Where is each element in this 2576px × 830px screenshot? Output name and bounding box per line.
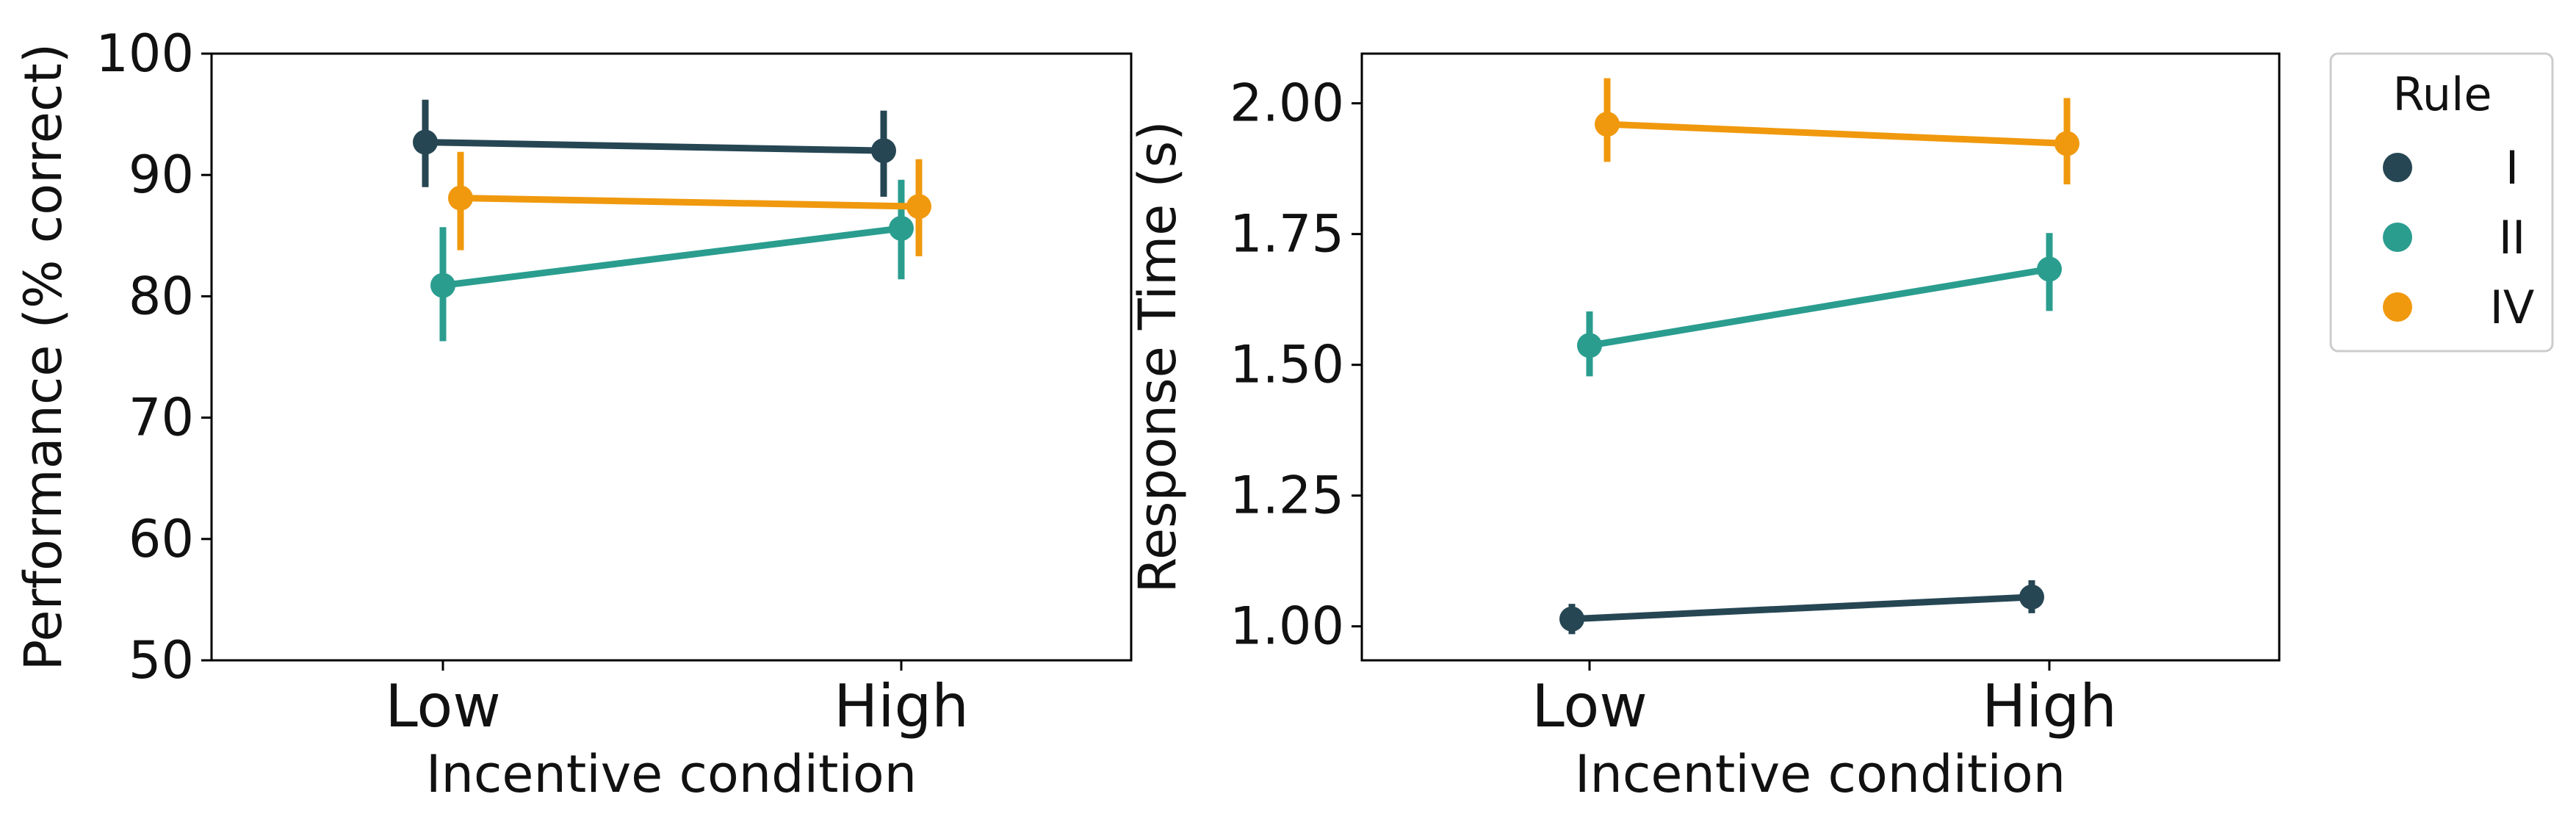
y-tick-label: 90 (129, 145, 194, 205)
x-tick-label: Low (1531, 672, 1648, 740)
data-point (2054, 131, 2079, 156)
plot-frame (210, 52, 1133, 662)
y-tick-label: 1.00 (1230, 596, 1344, 657)
y-tick-label: 80 (129, 266, 194, 326)
data-point (448, 185, 473, 211)
series-line (442, 225, 902, 289)
x-tick-label: Low (385, 672, 501, 740)
series-II (1577, 233, 2062, 377)
y-tick-label: 1.25 (1230, 466, 1344, 526)
y-axis-ticks: 1.00 1.25 1.50 1.75 2.00 (1230, 73, 1362, 657)
y-tick-label: 100 (95, 24, 194, 84)
data-point (1595, 112, 1620, 137)
x-axis-ticks: Low High (385, 660, 969, 740)
x-tick-label: High (1982, 672, 2117, 740)
legend-label: I (2505, 141, 2519, 195)
data-point (2037, 256, 2062, 282)
series-layer (413, 99, 931, 342)
data-point (889, 215, 914, 241)
y-tick-label: 60 (129, 509, 194, 569)
series-I (1559, 580, 2044, 635)
series-line (425, 139, 884, 154)
series-II (430, 179, 914, 342)
series-IV (1595, 78, 2079, 185)
legend-label: II (2499, 211, 2526, 264)
legend-title: Rule (2393, 68, 2492, 121)
series-line (460, 195, 920, 210)
performance-chart: 50 60 70 80 90 100 Low High Incentive conditio… (13, 24, 1133, 804)
y-axis-title: Response Time (s) (1128, 120, 1188, 593)
data-point (1559, 606, 1584, 632)
x-axis-ticks: Low High (1531, 660, 2117, 740)
response-time-chart: 1.00 1.25 1.50 1.75 2.00 Low High Incentive c… (1128, 52, 2281, 804)
series-line (1571, 593, 2032, 623)
legend-frame (2329, 52, 2554, 353)
y-tick-label: 1.75 (1230, 204, 1344, 264)
y-axis-ticks: 50 60 70 80 90 100 (95, 24, 212, 690)
series-IV (448, 151, 931, 256)
x-axis-title: Incentive condition (426, 744, 917, 804)
x-tick-label: High (834, 672, 969, 740)
legend-marker (2383, 223, 2412, 252)
data-point (871, 138, 896, 164)
legend-marker (2383, 292, 2412, 322)
data-point (413, 129, 438, 155)
y-tick-label: 50 (129, 630, 194, 690)
legend-label: IV (2490, 281, 2535, 334)
series-I (413, 99, 896, 197)
data-point (1577, 333, 1602, 358)
series-line (1589, 265, 2050, 349)
data-point (2019, 584, 2044, 610)
x-axis-title: Incentive condition (1575, 744, 2066, 804)
y-tick-label: 1.50 (1230, 335, 1344, 395)
data-point (906, 194, 931, 220)
plot-frame (1360, 52, 2281, 662)
y-tick-label: 2.00 (1230, 73, 1344, 134)
legend-marker (2383, 153, 2412, 182)
y-tick-label: 70 (129, 388, 194, 448)
series-line (1606, 120, 2068, 147)
y-axis-title: Performance (% correct) (13, 43, 73, 671)
data-point (430, 273, 455, 298)
series-layer (1559, 78, 2079, 635)
